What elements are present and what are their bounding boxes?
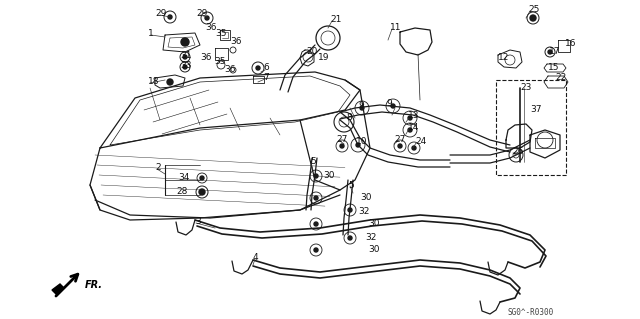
Text: 9: 9	[386, 100, 392, 108]
Circle shape	[181, 38, 189, 46]
Text: 28: 28	[176, 188, 188, 197]
Text: 19: 19	[318, 53, 330, 62]
Text: 12: 12	[498, 54, 509, 63]
Text: 26: 26	[512, 147, 524, 157]
Text: 31: 31	[180, 50, 191, 60]
Text: 9: 9	[358, 101, 364, 110]
Text: 14: 14	[408, 123, 419, 132]
Text: 25: 25	[528, 5, 540, 14]
Text: 22: 22	[555, 73, 566, 83]
Circle shape	[548, 50, 552, 54]
Text: 30: 30	[368, 246, 380, 255]
Text: 32: 32	[365, 234, 376, 242]
Bar	[496, 80, 566, 175]
Text: 30: 30	[360, 194, 371, 203]
Text: 15: 15	[548, 63, 559, 72]
Text: 8: 8	[346, 114, 352, 122]
Circle shape	[256, 66, 260, 70]
Circle shape	[356, 143, 360, 147]
Circle shape	[167, 79, 173, 85]
Circle shape	[412, 146, 416, 150]
Circle shape	[200, 176, 204, 180]
Text: 34: 34	[178, 174, 189, 182]
Text: 35: 35	[215, 29, 227, 39]
Circle shape	[408, 128, 412, 132]
Text: 16: 16	[565, 40, 577, 48]
Text: 23: 23	[520, 84, 531, 93]
Circle shape	[348, 208, 352, 212]
Circle shape	[168, 15, 172, 19]
Text: 35: 35	[214, 57, 225, 66]
Text: 7: 7	[263, 73, 269, 83]
Circle shape	[398, 144, 402, 148]
Text: 17: 17	[549, 48, 561, 56]
Circle shape	[340, 144, 344, 148]
Text: 30: 30	[368, 219, 380, 228]
Text: 32: 32	[358, 207, 369, 217]
Text: 36: 36	[224, 65, 236, 75]
Circle shape	[199, 189, 205, 195]
Polygon shape	[52, 284, 64, 294]
Text: 5: 5	[310, 158, 316, 167]
Circle shape	[408, 116, 412, 120]
Text: 11: 11	[390, 24, 401, 33]
Text: 5: 5	[348, 181, 354, 189]
Text: SG0^-R0300: SG0^-R0300	[508, 308, 554, 317]
Circle shape	[314, 174, 318, 178]
Text: 13: 13	[408, 112, 419, 121]
Circle shape	[360, 106, 364, 110]
Text: 36: 36	[230, 38, 241, 47]
Text: 4: 4	[253, 254, 259, 263]
Text: 33: 33	[180, 61, 191, 70]
Text: 27: 27	[394, 136, 405, 145]
Text: 10: 10	[356, 137, 367, 146]
Text: 1: 1	[148, 29, 154, 39]
Circle shape	[205, 16, 209, 20]
Text: 18: 18	[148, 78, 159, 86]
Text: 3: 3	[195, 218, 201, 226]
Text: 27: 27	[336, 136, 348, 145]
Text: 29: 29	[155, 10, 166, 19]
Text: 30: 30	[323, 172, 335, 181]
Text: 37: 37	[530, 106, 541, 115]
Circle shape	[530, 15, 536, 21]
Circle shape	[183, 65, 187, 69]
Text: 36: 36	[200, 54, 211, 63]
Circle shape	[314, 222, 318, 226]
Text: 29: 29	[196, 10, 207, 19]
Text: 2: 2	[155, 164, 161, 173]
Text: 20: 20	[306, 48, 317, 56]
Circle shape	[314, 196, 318, 200]
Circle shape	[314, 248, 318, 252]
Text: 24: 24	[415, 137, 426, 146]
Text: 21: 21	[330, 16, 341, 25]
Text: FR.: FR.	[85, 280, 103, 290]
Circle shape	[183, 55, 187, 59]
Text: 6: 6	[263, 63, 269, 72]
Text: 36: 36	[205, 24, 216, 33]
Circle shape	[391, 104, 395, 108]
Circle shape	[348, 236, 352, 240]
